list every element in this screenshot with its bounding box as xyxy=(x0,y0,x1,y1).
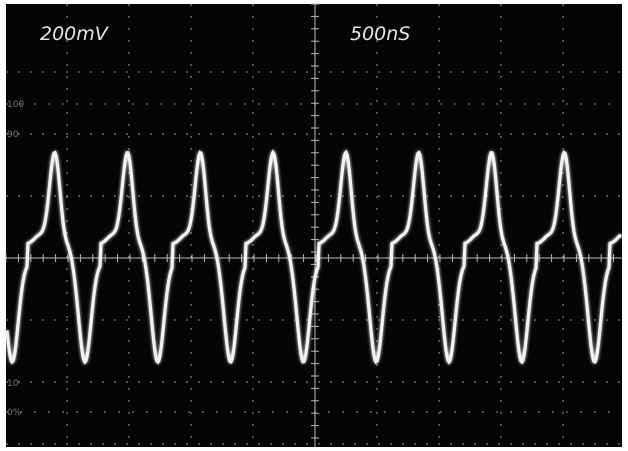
oscilloscope-photo: 200mV 500nS 100 90 10 0% xyxy=(0,0,628,451)
graticule-label: 90 xyxy=(7,130,19,140)
graticule-label: 10 xyxy=(7,379,19,389)
graticule-label: 100 xyxy=(7,100,24,110)
time-readout: 500nS xyxy=(350,23,410,45)
screen xyxy=(6,4,622,447)
volts-readout: 200mV xyxy=(40,23,110,45)
graticule-label: 0% xyxy=(7,408,22,418)
